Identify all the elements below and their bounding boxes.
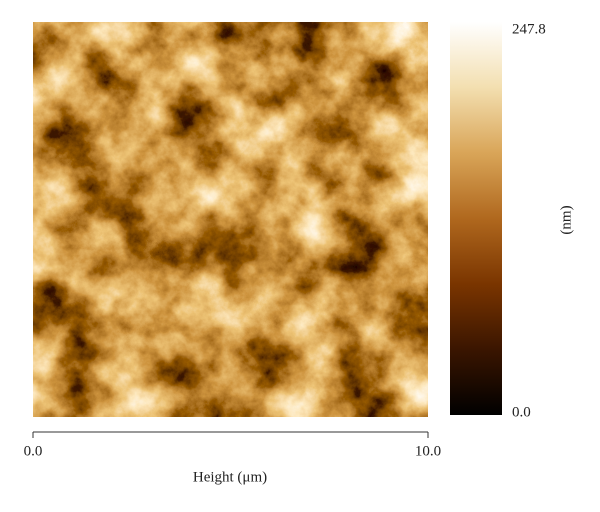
x-axis-label: Height (μm) <box>193 469 267 485</box>
colorbar <box>450 22 502 415</box>
afm-image <box>33 22 428 417</box>
colorbar-tick-label: 0.0 <box>512 404 531 420</box>
colorbar-label: (nm) <box>558 205 574 234</box>
x-tick-label: 10.0 <box>415 443 441 459</box>
colorbar-tick-label: 247.8 <box>512 21 546 37</box>
x-tick-label: 0.0 <box>24 443 43 459</box>
